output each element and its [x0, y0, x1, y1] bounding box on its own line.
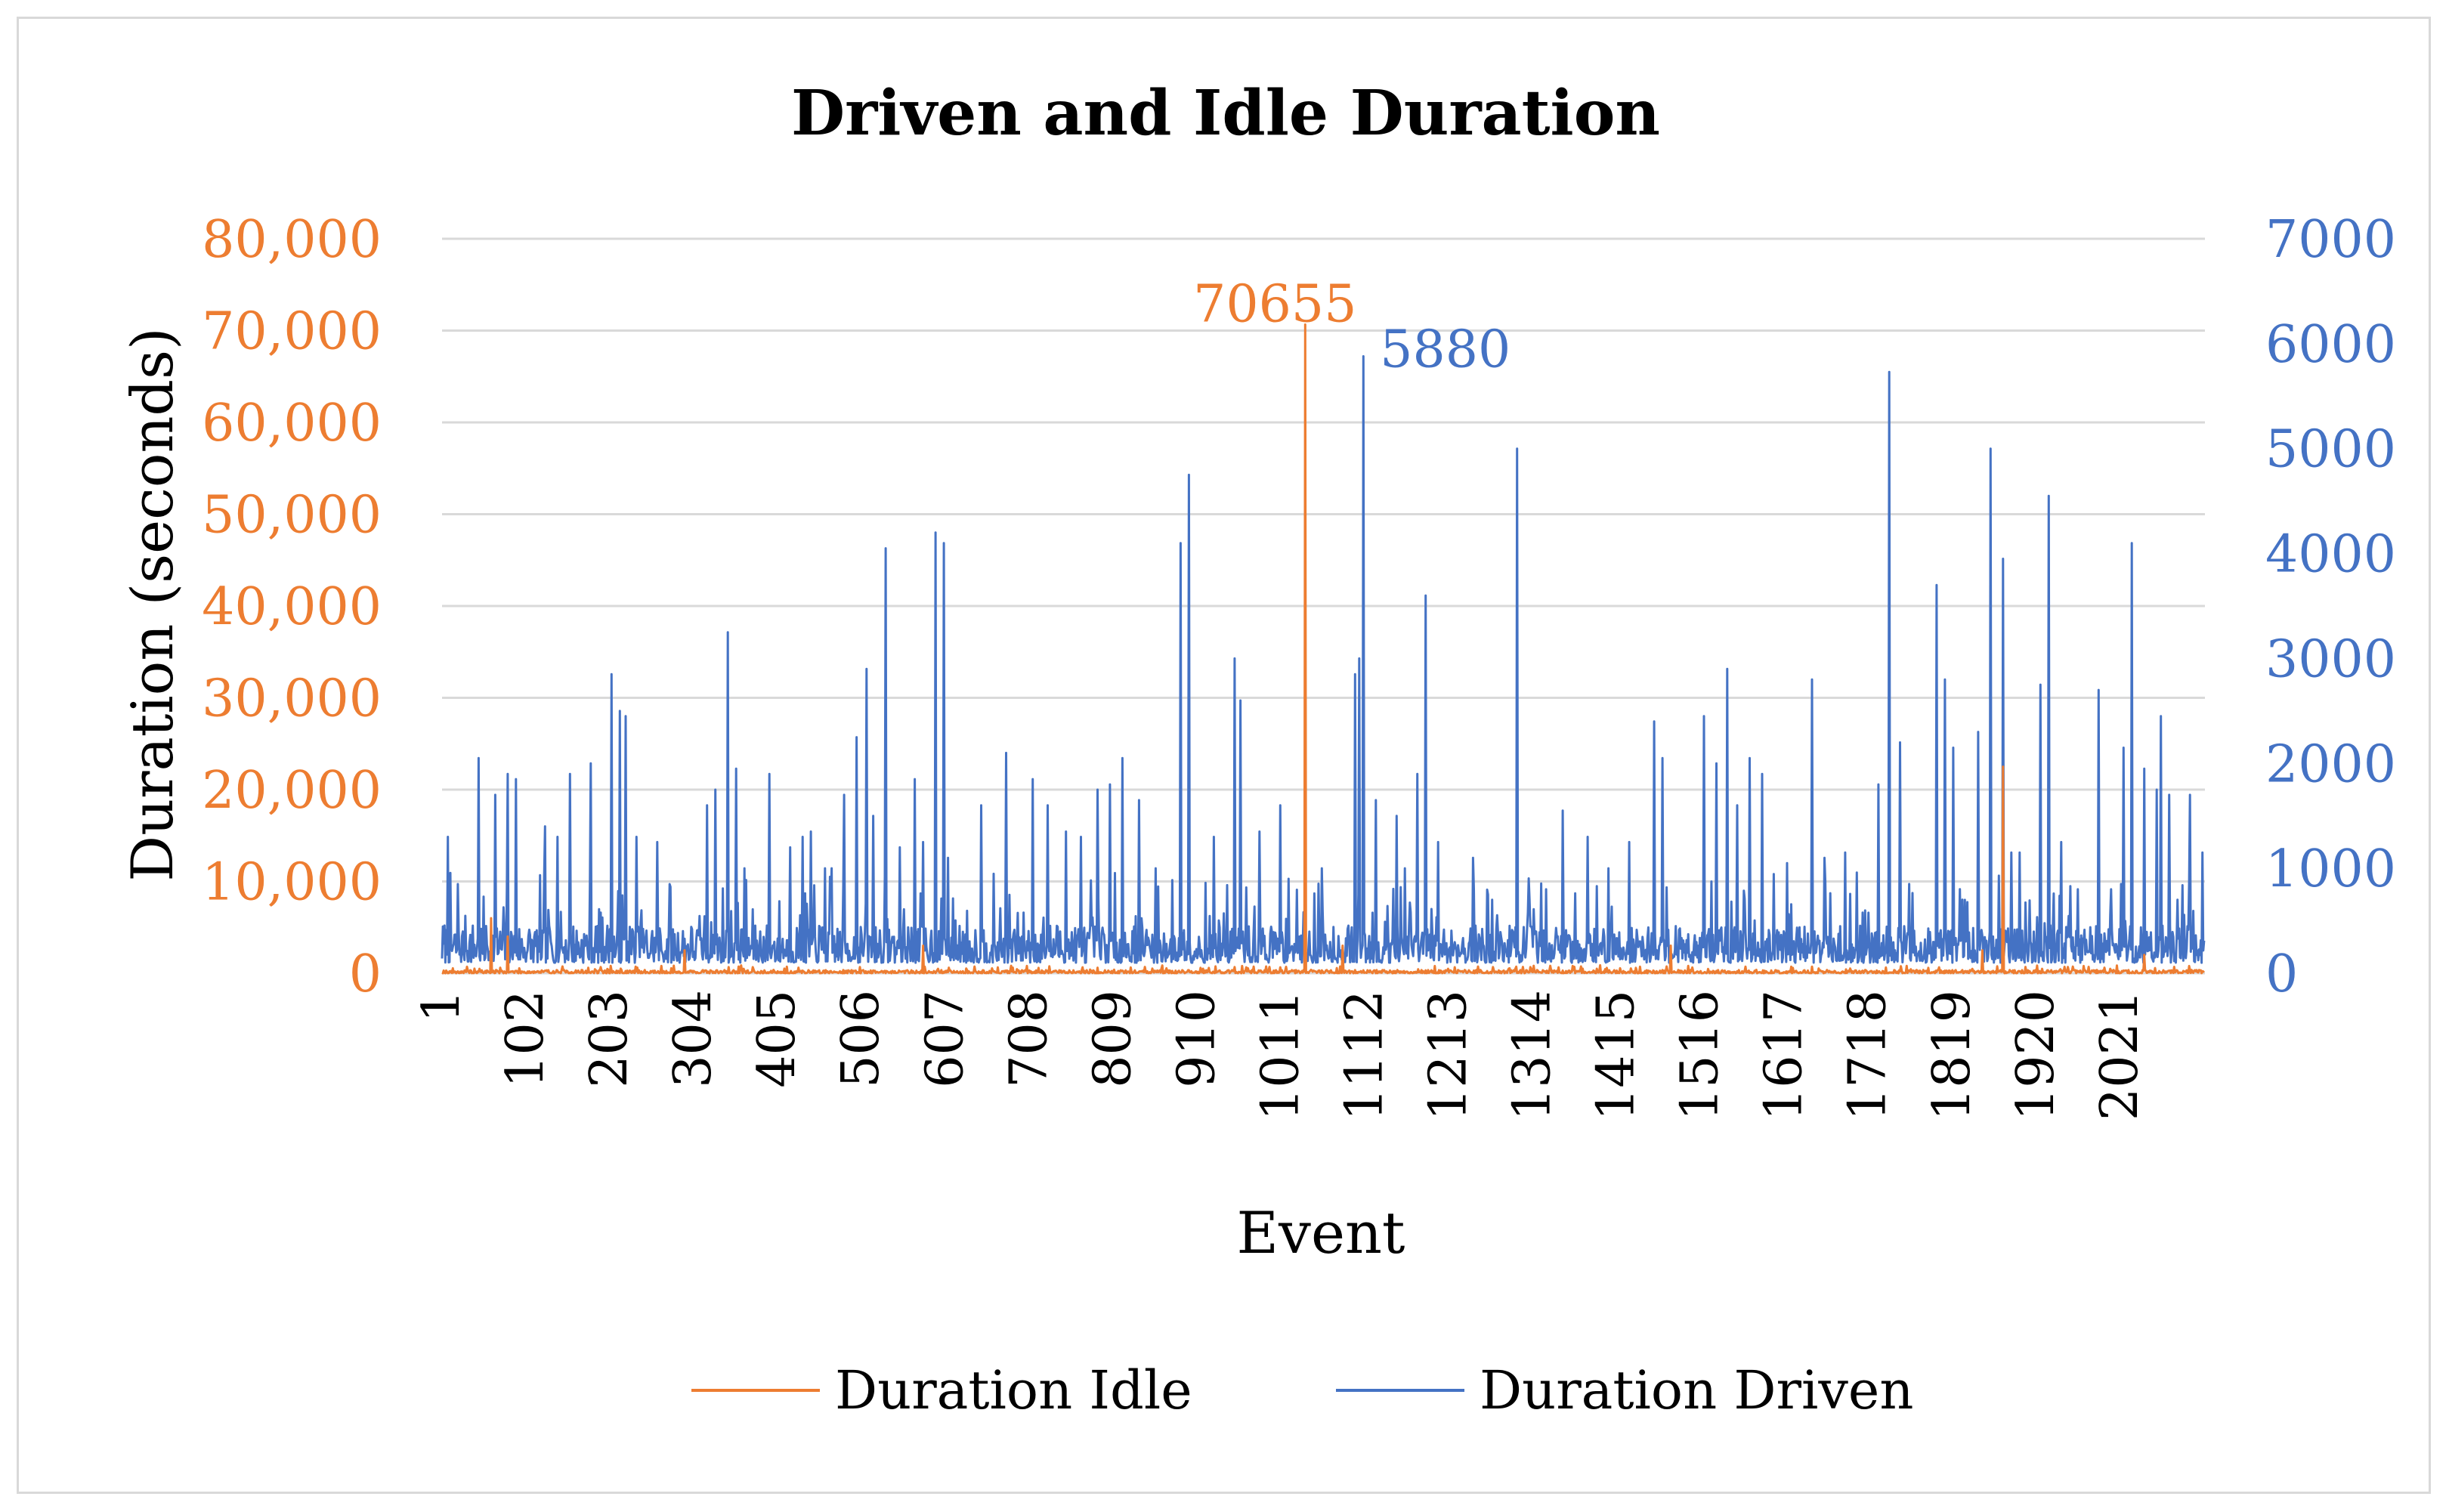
series-line-duration-idle: [441, 323, 2205, 975]
x-axis-tick-label: 1516: [1671, 990, 1730, 1121]
annotation-layer: 70655 5880: [1193, 275, 1511, 380]
chart-title: Driven and Idle Duration: [791, 77, 1660, 150]
left-axis-tick-label: 0: [349, 945, 382, 1004]
x-axis-tick-label: 405: [747, 990, 807, 1088]
x-axis-tick-label: 506: [831, 990, 891, 1088]
x-axis-tick-label: 1011: [1251, 990, 1310, 1121]
left-axis-ticks: 0 10,000 20,000 30,000 40,000 50,000 60,000 70,…: [202, 210, 382, 1004]
annotation-driven-max: 5880: [1380, 320, 1511, 380]
chart-frame: [17, 17, 2431, 1494]
left-axis-tick-label: 60,000: [202, 394, 382, 453]
x-axis-tick-label: 708: [999, 990, 1059, 1088]
annotation-idle-max: 70655: [1193, 275, 1356, 335]
right-axis-tick-label: 2000: [2265, 734, 2396, 794]
x-axis-tick-label: 304: [663, 990, 723, 1088]
left-axis-tick-label: 80,000: [202, 210, 382, 270]
left-axis-tick-label: 30,000: [202, 669, 382, 729]
series-line-duration-driven: [441, 355, 2206, 964]
legend-item-duration-idle: Duration Idle: [691, 1359, 1192, 1421]
legend-label: Duration Driven: [1480, 1359, 1913, 1421]
left-axis-tick-label: 70,000: [202, 302, 382, 362]
right-axis-tick-label: 0: [2265, 945, 2298, 1004]
x-axis-tick-label: 102: [496, 990, 555, 1088]
x-axis-tick-label: 203: [580, 990, 639, 1088]
x-axis-ticks: 1 102 203 304 405 506 607 708 809 910 1011 1112 1213…: [412, 990, 2150, 1121]
x-axis-tick-label: 1617: [1755, 990, 1814, 1121]
x-axis-tick-label: 2021: [2090, 990, 2150, 1121]
x-axis-tick-label: 1213: [1419, 990, 1479, 1121]
right-axis-tick-label: 5000: [2265, 420, 2396, 480]
left-axis-tick-label: 20,000: [202, 761, 382, 821]
x-axis-tick-label: 1819: [1922, 990, 1982, 1121]
right-axis-ticks: 0 1000 2000 3000 4000 5000 6000 7000: [2265, 210, 2396, 1004]
x-axis-tick-label: 1: [412, 990, 472, 1022]
left-axis-tick-label: 10,000: [202, 853, 382, 913]
series-layer: [441, 323, 2206, 975]
right-axis-tick-label: 6000: [2265, 315, 2396, 375]
y-axis-label: Duration (seconds): [119, 327, 186, 881]
legend-label: Duration Idle: [835, 1359, 1192, 1421]
x-axis-tick-label: 809: [1083, 990, 1143, 1088]
x-axis-tick-label: 1314: [1503, 990, 1563, 1121]
x-axis-tick-label: 607: [915, 990, 975, 1088]
x-axis-tick-label: 1718: [1838, 990, 1898, 1121]
left-axis-tick-label: 50,000: [202, 486, 382, 546]
x-axis-tick-label: 1415: [1587, 990, 1647, 1121]
x-axis-label: Event: [1237, 1199, 1405, 1266]
right-axis-tick-label: 7000: [2265, 210, 2396, 270]
legend: Duration Idle Duration Driven: [691, 1359, 1913, 1421]
right-axis-tick-label: 1000: [2265, 839, 2396, 899]
right-axis-tick-label: 4000: [2265, 525, 2396, 585]
legend-item-duration-driven: Duration Driven: [1336, 1359, 1913, 1421]
right-axis-tick-label: 3000: [2265, 629, 2396, 689]
x-axis-tick-label: 1112: [1334, 990, 1394, 1121]
left-axis-tick-label: 40,000: [202, 577, 382, 637]
x-axis-tick-label: 910: [1167, 990, 1226, 1088]
x-axis-tick-label: 1920: [2006, 990, 2066, 1121]
